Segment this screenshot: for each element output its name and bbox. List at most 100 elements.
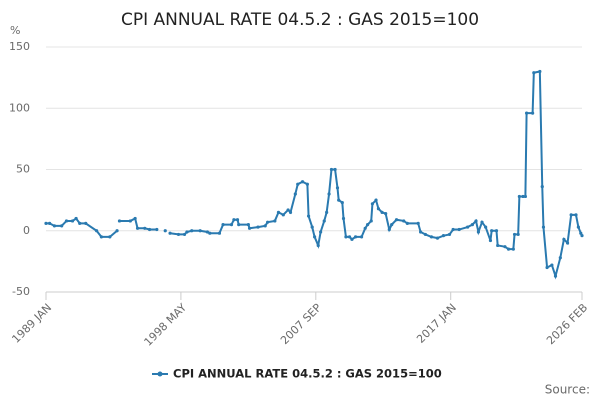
chart-title: CPI ANNUAL RATE 04.5.2 : GAS 2015=100 (121, 10, 479, 30)
point (333, 167, 337, 172)
point (316, 243, 320, 248)
point (155, 227, 159, 232)
point (457, 227, 461, 232)
point (523, 194, 527, 199)
point (476, 230, 481, 234)
point (447, 232, 452, 237)
point (325, 210, 329, 214)
point (44, 221, 48, 225)
legend-marker (157, 371, 163, 377)
point (229, 223, 234, 227)
point (488, 238, 493, 243)
point (579, 231, 583, 235)
point (565, 241, 570, 245)
point (296, 182, 300, 186)
point (329, 167, 334, 172)
point (532, 71, 536, 75)
point (313, 235, 317, 239)
point (374, 198, 378, 202)
point (74, 216, 78, 221)
point (128, 219, 132, 223)
point (558, 256, 562, 260)
point (52, 224, 57, 228)
point (496, 243, 500, 248)
y-tick-label: 100 (9, 101, 30, 114)
point (517, 194, 521, 199)
point (494, 229, 499, 233)
x-tick-label: 1989 JAN (9, 301, 54, 346)
x-tick-label: 2026 FEB (544, 301, 590, 347)
point (344, 235, 348, 239)
point (521, 194, 525, 199)
y-tick-label: 50 (16, 163, 30, 176)
point (217, 231, 222, 235)
point (574, 213, 578, 217)
point (232, 218, 236, 222)
x-tick-label: 2007 SEP (278, 301, 324, 347)
point (350, 237, 354, 241)
point (263, 224, 267, 228)
point (380, 210, 384, 214)
point (256, 225, 260, 229)
point (384, 212, 388, 216)
point (451, 227, 455, 232)
point (418, 230, 423, 234)
point (506, 247, 511, 251)
point (276, 210, 281, 214)
point (531, 111, 535, 115)
point (369, 219, 373, 223)
point (182, 232, 187, 237)
point (108, 235, 112, 239)
point (541, 225, 546, 229)
point (474, 219, 478, 223)
point (363, 226, 367, 230)
x-tick-label: 2017 JAN (414, 301, 459, 346)
source: Source: (545, 383, 590, 397)
point (370, 202, 375, 206)
point (300, 180, 305, 184)
point (387, 227, 391, 232)
y-tick-label: -50 (12, 285, 30, 298)
point (429, 235, 434, 239)
point (540, 185, 544, 189)
point (322, 219, 326, 223)
point (576, 225, 580, 229)
point (416, 221, 420, 225)
point (516, 232, 520, 237)
point (319, 230, 323, 234)
point (353, 235, 358, 239)
point (405, 221, 409, 225)
point (99, 235, 104, 239)
point (246, 223, 250, 227)
point (423, 232, 428, 237)
point (359, 235, 364, 239)
point (235, 218, 240, 222)
point (538, 69, 542, 74)
point (335, 186, 340, 190)
point (221, 223, 225, 227)
point (503, 245, 507, 249)
point (78, 221, 82, 225)
point (341, 216, 346, 221)
y-tick-label: 0 (23, 224, 30, 237)
point (64, 219, 69, 223)
point (484, 225, 488, 229)
point (441, 234, 446, 238)
point (390, 223, 394, 227)
point (293, 192, 297, 196)
point (524, 111, 529, 115)
point (470, 223, 474, 227)
point (48, 221, 52, 225)
point (347, 235, 352, 239)
point (117, 219, 122, 223)
point (84, 221, 88, 225)
point (185, 230, 189, 234)
point (115, 229, 119, 233)
y-axis-unit: % (10, 24, 20, 37)
point (176, 232, 181, 237)
point (553, 274, 558, 278)
series-line (46, 70, 583, 280)
point (490, 229, 494, 233)
point (60, 224, 64, 228)
